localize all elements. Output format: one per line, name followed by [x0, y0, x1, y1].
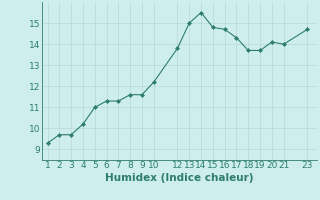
X-axis label: Humidex (Indice chaleur): Humidex (Indice chaleur)	[105, 173, 253, 183]
